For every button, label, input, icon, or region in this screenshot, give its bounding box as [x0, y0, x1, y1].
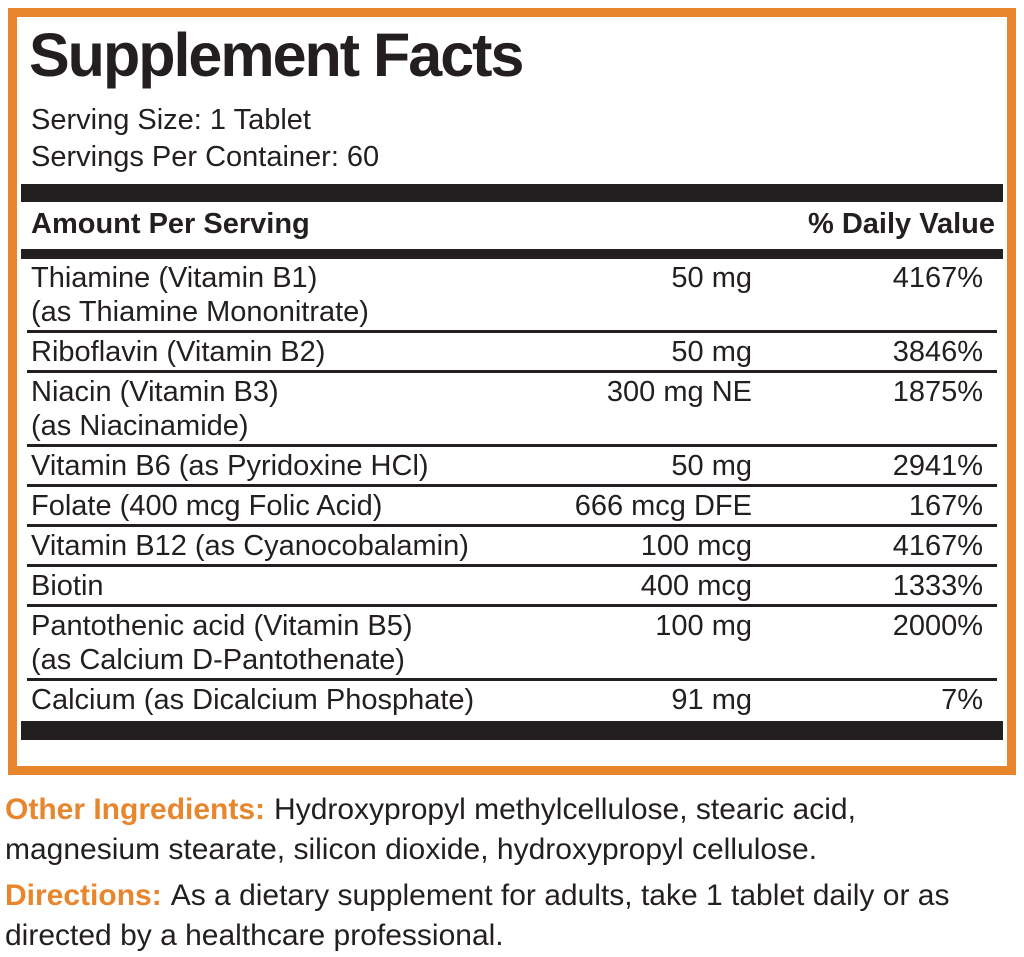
column-header-daily-value: % Daily Value [808, 208, 995, 240]
nutrient-name: Thiamine (Vitamin B1) [31, 262, 318, 294]
nutrient-amount: 100 mcg [640, 530, 752, 562]
nutrient-daily-value: 4167% [892, 530, 983, 562]
table-row: Vitamin B6 (as Pyridoxine HCl) 50 mg 294… [27, 444, 997, 484]
nutrient-name: Folate (400 mcg Folic Acid) [31, 490, 383, 522]
nutrient-name: Riboflavin (Vitamin B2) [31, 336, 326, 368]
column-header-amount: Amount Per Serving [31, 208, 310, 240]
nutrient-daily-value: 7% [941, 684, 983, 716]
nutrient-amount: 50 mg [671, 450, 752, 482]
nutrient-source: (as Thiamine Mononitrate) [31, 296, 369, 328]
nutrient-name: Pantothenic acid (Vitamin B5) [31, 610, 413, 642]
label-footer: Other Ingredients: Hydroxypropyl methylce… [5, 790, 1019, 956]
table-row: Niacin (Vitamin B3) 300 mg NE 1875% (as … [27, 370, 997, 444]
directions-text: As a dietary supplement for adults, take… [5, 879, 950, 952]
nutrient-name: Vitamin B12 (as Cyanocobalamin) [31, 530, 469, 562]
nutrient-amount: 50 mg [671, 262, 752, 294]
other-ingredients-text: Hydroxypropyl methylcellulose, stearic a… [5, 793, 856, 866]
nutrient-name: Calcium (as Dicalcium Phosphate) [31, 684, 475, 716]
nutrient-daily-value: 3846% [892, 336, 983, 368]
table-row: Thiamine (Vitamin B1) 50 mg 4167% (as Th… [27, 259, 997, 330]
nutrient-name: Vitamin B6 (as Pyridoxine HCl) [31, 450, 429, 482]
table-row: Riboflavin (Vitamin B2) 50 mg 3846% [27, 330, 997, 370]
nutrient-name: Niacin (Vitamin B3) [31, 376, 279, 408]
nutrient-amount: 91 mg [671, 684, 752, 716]
table-row: Calcium (as Dicalcium Phosphate) 91 mg 7… [27, 678, 997, 718]
table-row: Biotin 400 mcg 1333% [27, 564, 997, 604]
nutrient-source: (as Calcium D-Pantothenate) [31, 644, 405, 676]
other-ingredients-label: Other Ingredients: [5, 793, 266, 826]
table-row: Folate (400 mcg Folic Acid) 666 mcg DFE … [27, 484, 997, 524]
nutrient-daily-value: 167% [908, 490, 983, 522]
directions-paragraph: Directions: As a dietary supplement for a… [5, 876, 1019, 956]
table-row: Pantothenic acid (Vitamin B5) 100 mg 200… [27, 604, 997, 678]
servings-per-container: Servings Per Container: 60 [31, 141, 380, 173]
nutrient-daily-value: 1333% [892, 570, 983, 602]
nutrient-daily-value: 1875% [892, 376, 983, 408]
nutrient-daily-value: 2941% [892, 450, 983, 482]
column-header-row: Amount Per Serving % Daily Value [27, 202, 997, 249]
thick-divider-top [21, 184, 1003, 202]
serving-size: Serving Size: 1 Tablet [31, 104, 311, 136]
nutrient-amount: 666 mcg DFE [574, 490, 752, 522]
medium-divider [21, 249, 1003, 259]
nutrient-name: Biotin [31, 570, 104, 602]
panel-title: Supplement Facts [29, 21, 524, 89]
other-ingredients-paragraph: Other Ingredients: Hydroxypropyl methylce… [5, 790, 1019, 870]
nutrient-amount: 50 mg [671, 336, 752, 368]
nutrient-source: (as Niacinamide) [31, 410, 249, 442]
directions-label: Directions: [5, 879, 162, 912]
nutrient-daily-value: 4167% [892, 262, 983, 294]
supplement-facts-panel: Supplement Facts Serving Size: 1 Tablet … [8, 8, 1016, 775]
table-row: Vitamin B12 (as Cyanocobalamin) 100 mcg … [27, 524, 997, 564]
nutrient-amount: 100 mg [655, 610, 752, 642]
thick-divider-bottom [21, 721, 1003, 740]
nutrient-amount: 400 mcg [640, 570, 752, 602]
nutrient-amount: 300 mg NE [606, 376, 752, 408]
nutrient-daily-value: 2000% [892, 610, 983, 642]
facts-table: Thiamine (Vitamin B1) 50 mg 4167% (as Th… [27, 259, 997, 718]
